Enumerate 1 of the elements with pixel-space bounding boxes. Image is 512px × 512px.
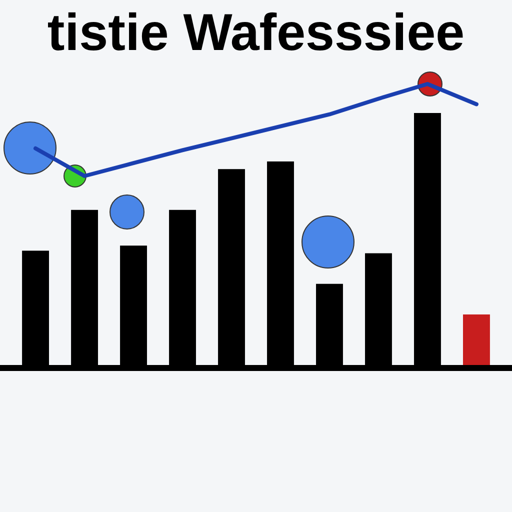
chart-title: tistie Wafesssiee: [47, 4, 465, 62]
